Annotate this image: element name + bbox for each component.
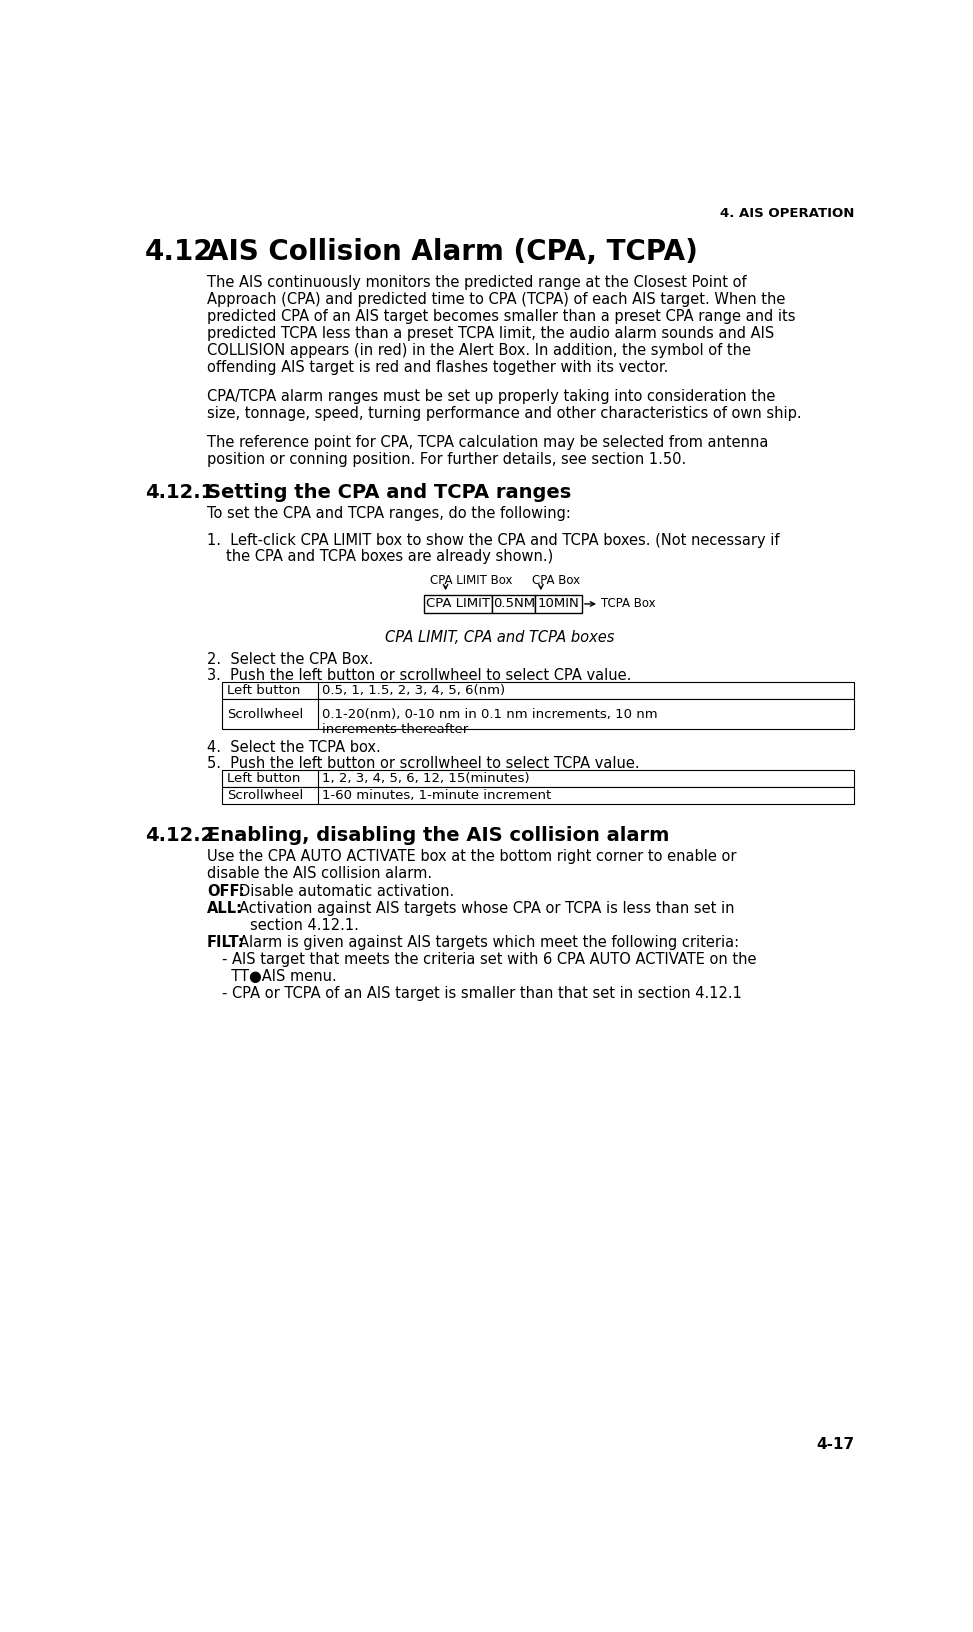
Bar xyxy=(492,594,535,614)
Text: CPA LIMIT, CPA and TCPA boxes: CPA LIMIT, CPA and TCPA boxes xyxy=(385,630,615,645)
Text: 1.  Left-click CPA LIMIT box to show the CPA and TCPA boxes. (Not necessary if: 1. Left-click CPA LIMIT box to show the … xyxy=(207,534,779,548)
Text: TT●AIS menu.: TT●AIS menu. xyxy=(223,969,337,984)
Text: 2.  Select the CPA Box.: 2. Select the CPA Box. xyxy=(207,651,374,667)
Text: TCPA Box: TCPA Box xyxy=(601,597,656,610)
Text: 1-60 minutes, 1-minute increment: 1-60 minutes, 1-minute increment xyxy=(322,790,552,803)
Text: FILT:: FILT: xyxy=(207,935,244,950)
Text: Alarm is given against AIS targets which meet the following criteria:: Alarm is given against AIS targets which… xyxy=(239,935,739,950)
Text: 4-17: 4-17 xyxy=(816,1438,854,1452)
Text: ALL:: ALL: xyxy=(207,901,243,916)
Text: CPA LIMIT: CPA LIMIT xyxy=(426,597,490,610)
Text: Use the CPA AUTO ACTIVATE box at the bottom right corner to enable or: Use the CPA AUTO ACTIVATE box at the bot… xyxy=(207,849,737,863)
Text: Disable automatic activation.: Disable automatic activation. xyxy=(239,885,454,899)
Text: The AIS continuously monitors the predicted range at the Closest Point of: The AIS continuously monitors the predic… xyxy=(207,276,746,290)
Text: the CPA and TCPA boxes are already shown.): the CPA and TCPA boxes are already shown… xyxy=(227,550,554,565)
Text: Scrollwheel: Scrollwheel xyxy=(227,790,304,803)
Text: 4.  Select the TCPA box.: 4. Select the TCPA box. xyxy=(207,741,380,756)
Text: increments thereafter: increments thereafter xyxy=(322,723,469,736)
Text: CPA LIMIT Box: CPA LIMIT Box xyxy=(430,574,513,588)
Text: disable the AIS collision alarm.: disable the AIS collision alarm. xyxy=(207,865,432,881)
Text: Approach (CPA) and predicted time to CPA (TCPA) of each AIS target. When the: Approach (CPA) and predicted time to CPA… xyxy=(207,292,785,307)
Text: 10MIN: 10MIN xyxy=(538,597,580,610)
Text: Activation against AIS targets whose CPA or TCPA is less than set in: Activation against AIS targets whose CPA… xyxy=(239,901,735,916)
Text: Enabling, disabling the AIS collision alarm: Enabling, disabling the AIS collision al… xyxy=(207,826,669,845)
Text: Left button: Left button xyxy=(227,772,301,785)
Bar xyxy=(223,770,854,787)
Text: AIS Collision Alarm (CPA, TCPA): AIS Collision Alarm (CPA, TCPA) xyxy=(207,238,698,266)
Text: 0.5NM: 0.5NM xyxy=(492,597,535,610)
Text: Left button: Left button xyxy=(227,684,301,697)
Text: The reference point for CPA, TCPA calculation may be selected from antenna: The reference point for CPA, TCPA calcul… xyxy=(207,436,769,450)
Text: section 4.12.1.: section 4.12.1. xyxy=(249,919,358,934)
Text: - AIS target that meets the criteria set with 6 CPA AUTO ACTIVATE on the: - AIS target that meets the criteria set… xyxy=(223,951,757,968)
Bar xyxy=(424,594,492,614)
Text: 0.1-20(nm), 0-10 nm in 0.1 nm increments, 10 nm: 0.1-20(nm), 0-10 nm in 0.1 nm increments… xyxy=(322,708,658,721)
Bar xyxy=(535,594,582,614)
Text: 3.  Push the left button or scrollwheel to select CPA value.: 3. Push the left button or scrollwheel t… xyxy=(207,667,631,682)
Text: - CPA or TCPA of an AIS target is smaller than that set in section 4.12.1: - CPA or TCPA of an AIS target is smalle… xyxy=(223,986,742,1000)
Text: Setting the CPA and TCPA ranges: Setting the CPA and TCPA ranges xyxy=(207,483,571,503)
Text: 4.12.1: 4.12.1 xyxy=(145,483,214,503)
Text: 5.  Push the left button or scrollwheel to select TCPA value.: 5. Push the left button or scrollwheel t… xyxy=(207,756,639,772)
Text: position or conning position. For further details, see section 1.50.: position or conning position. For furthe… xyxy=(207,452,686,467)
Bar xyxy=(223,787,854,805)
Text: 4.12: 4.12 xyxy=(145,238,213,266)
Text: To set the CPA and TCPA ranges, do the following:: To set the CPA and TCPA ranges, do the f… xyxy=(207,506,571,521)
Text: 4.12.2: 4.12.2 xyxy=(145,826,214,845)
Text: 4. AIS OPERATION: 4. AIS OPERATION xyxy=(720,207,854,220)
Text: CPA Box: CPA Box xyxy=(531,574,580,588)
Text: COLLISION appears (in red) in the Alert Box. In addition, the symbol of the: COLLISION appears (in red) in the Alert … xyxy=(207,343,751,357)
Bar xyxy=(223,698,854,730)
Text: offending AIS target is red and flashes together with its vector.: offending AIS target is red and flashes … xyxy=(207,359,668,375)
Text: OFF:: OFF: xyxy=(207,885,244,899)
Text: 0.5, 1, 1.5, 2, 3, 4, 5, 6(nm): 0.5, 1, 1.5, 2, 3, 4, 5, 6(nm) xyxy=(322,684,506,697)
Text: CPA/TCPA alarm ranges must be set up properly taking into consideration the: CPA/TCPA alarm ranges must be set up pro… xyxy=(207,388,775,405)
Bar xyxy=(223,682,854,698)
Text: 1, 2, 3, 4, 5, 6, 12, 15(minutes): 1, 2, 3, 4, 5, 6, 12, 15(minutes) xyxy=(322,772,530,785)
Text: size, tonnage, speed, turning performance and other characteristics of own ship.: size, tonnage, speed, turning performanc… xyxy=(207,406,802,421)
Text: predicted TCPA less than a preset TCPA limit, the audio alarm sounds and AIS: predicted TCPA less than a preset TCPA l… xyxy=(207,326,775,341)
Text: Scrollwheel: Scrollwheel xyxy=(227,708,304,721)
Text: predicted CPA of an AIS target becomes smaller than a preset CPA range and its: predicted CPA of an AIS target becomes s… xyxy=(207,308,795,325)
